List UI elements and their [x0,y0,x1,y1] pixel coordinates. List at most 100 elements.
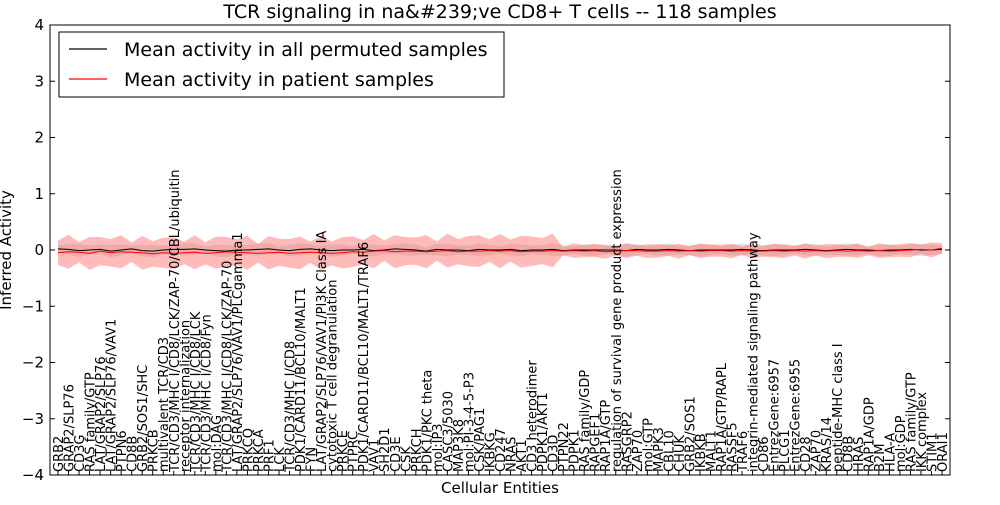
x-tick-label: EntrezGene:6957 [768,359,783,472]
x-tick-label: CHUK [673,435,688,472]
x-tick-label: MAP3K8 [452,419,467,472]
x-tick-label: mol:DAG [210,415,225,472]
x-tick-label: GRB2/SOS1 [683,396,698,472]
x-tick-label: MALT1 [705,430,720,472]
x-tick-label: PDK1/PKC theta [420,370,435,472]
x-tick-label: GRAP2/SLP76 [63,384,78,472]
x-tick-label: RAS family/GTP [84,372,99,472]
x-tick-label: RAP1A/GTP [599,400,614,472]
x-tick-label: TCR/CD3/MHC I/CD8/LCK/ZAP-70 [220,261,235,473]
x-tick-label: PRKCE [336,430,351,472]
x-tick-label: mol:PI-3-4-5-P3 [462,372,477,472]
y-tick-label: 1 [34,185,44,203]
x-tick-label: EntrezGene:6955 [789,359,804,472]
x-tick-label: RAP1A/GDP [862,397,877,472]
x-tick-label: NRAS [505,437,520,472]
x-tick-label: HLA-A [883,433,898,472]
x-tick-label: TCR/CD3/MHC I/CD8/LCK [189,311,204,473]
x-tick-label: ORAI1 [936,432,951,472]
x-tick-label: TCR/CD3/MHC I/CD8 [284,341,299,473]
x-tick-label: VAV1 [368,439,383,472]
x-tick-label: PDPK1/AKT1 [536,393,551,473]
x-tick-label: IKK complex [915,392,930,472]
x-tick-label: IKBKB [694,433,709,472]
x-tick-label: mol:GDP [894,415,909,472]
x-tick-label: GRB2/SOS1/SHC [136,365,151,472]
x-tick-label: ZAP70 [810,430,825,472]
x-tick-label: LAT/GRAP2/SLP76/VAV1/PLCgamma1 [231,232,246,472]
x-tick-label: PRKCQ [241,428,256,472]
y-tick-label: −1 [22,297,44,315]
x-tick-label: PLCG1 [778,429,793,472]
y-tick-label: 4 [34,16,44,34]
x-tick-label: integrin-mediated signaling pathway [747,232,762,472]
x-tick-label: CD247 [494,428,509,472]
x-tick-label: HRAS [852,437,867,472]
y-axis-ticks: −4 −3 −2 −1 0 1 2 3 4 [22,16,950,484]
x-axis-label: Cellular Entities [441,479,559,497]
variance-bands [58,233,942,270]
y-tick-label: −4 [22,466,44,484]
x-tick-label: cytotoxic T cell degranulation [326,280,341,472]
patient-band [58,233,942,270]
x-tick-label: PDK1/CARD11/BCL10/MALT1 [294,287,309,472]
x-tick-label: STIM1 [926,432,941,472]
x-tick-label: RAS family/GTP [904,372,919,472]
x-tick-label: CD28 [799,436,814,472]
y-tick-label: 2 [34,129,44,147]
x-tick-label: RAS family/GDP [578,370,593,472]
y-tick-label: 3 [34,72,44,90]
x-tick-label: PRKCH [410,428,425,472]
chart-title: TCR signaling in na&#239;ve CD8+ T cells… [222,1,776,23]
x-tick-label: LCK [273,447,288,472]
legend-box [58,31,505,98]
x-tick-label: mol:GTP [641,418,656,472]
x-tick-label: TCR/CD3/MHC I/CD8/Fyn [199,314,214,473]
legend-label-permuted: Mean activity in all permuted samples [124,39,487,61]
x-tick-label: PTPRC [347,431,362,472]
y-tick-label: 0 [34,241,44,259]
y-tick-label: −2 [22,354,44,372]
x-tick-label: PTPN22 [557,422,572,472]
x-tick-label: PRKCB [147,429,162,472]
x-tick-label: PRKCA [252,429,267,472]
x-tick-label: AKT1 [515,439,530,472]
x-tick-label: CD3 heterodimer [526,360,541,472]
x-tick-label: RASGRP2 [620,411,635,472]
x-tick-label: mol:IP3 [431,423,446,472]
x-tick-label: FYN [305,447,320,472]
series-lines [57,247,943,255]
x-tick-label: receptor internalization [178,320,193,472]
x-tick-label: CD3D [547,435,562,472]
series-line-0 [57,248,943,252]
x-tick-label: LAT/GRAP2/SLP76/VAV1 [105,319,120,472]
x-tick-label: RAPGEF1 [589,413,604,472]
x-tick-label: CD8B [841,436,856,472]
x-tick-label: GRB2 [52,436,67,472]
series-line-1 [57,247,943,255]
x-tick-label: SH2D1 [378,427,393,472]
x-tick-label: CSK/PAG1 [473,408,488,472]
x-tick-label: peptide-MHC class I [831,343,846,472]
x-tick-label: CBL10 [662,430,677,472]
x-tick-label: IKBKG [484,432,499,472]
x-tick-label: PRF1 [263,439,278,472]
x-tick-label: CD8B [126,436,141,472]
y-tick-label: −3 [22,410,44,428]
x-tick-label: B2M [873,444,888,472]
y-axis-label: Inferred Activity [0,190,15,310]
x-tick-label: PTPN6 [115,430,130,472]
x-tick-label: TCR/CD3/MHC I/CD8/LCK/ZAP-70/CBL/ubiquit… [168,169,183,473]
x-tick-label: LAT/GRAP2/SLP76 [94,356,109,472]
x-tick-label: ZAP70 [631,430,646,472]
x-tick-label: CD86 [757,436,772,472]
x-tick-label: LAT/GRAP2/SLP76/VAV1/PI3K Class IA [315,231,330,472]
x-tick-label: RASSF5 [726,422,741,472]
x-tick-label: multivalent TCR/CD3 [157,337,172,472]
x-tick-label: CD3E [389,436,404,472]
x-tick-label: MAPK3 [652,427,667,472]
legend: Mean activity in all permuted samples Me… [58,31,505,98]
